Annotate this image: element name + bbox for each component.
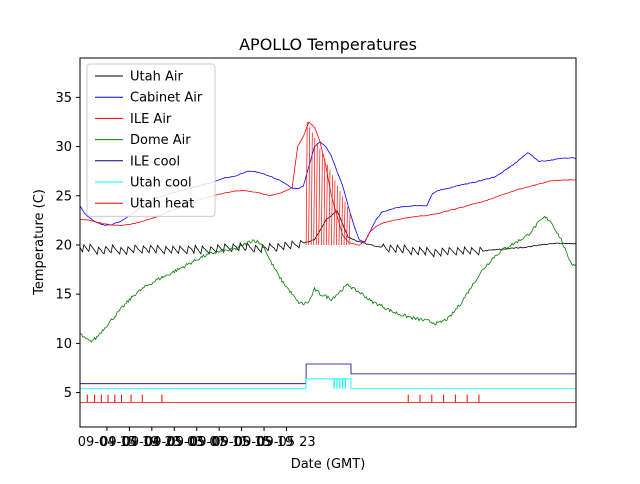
legend-box — [86, 63, 216, 217]
series-line-dome-air — [80, 215, 576, 344]
y-tick-label: 20 — [55, 238, 72, 253]
ile-air-oscillation — [305, 121, 351, 246]
series-line-utah-air — [80, 209, 576, 258]
x-tick-label: 09-05 03 — [145, 435, 203, 450]
y-tick-label: 15 — [55, 288, 72, 303]
legend-label-ile-air: ILE Air — [130, 112, 172, 127]
legend: Utah Air Cabinet Air ILE Air Dome Air ILE co… — [86, 63, 216, 217]
legend-label-dome-air: Dome Air — [130, 133, 191, 148]
y-tick-label: 30 — [55, 140, 72, 155]
y-axis-label: Temperature (C) — [32, 189, 47, 296]
y-tick-label: 5 — [64, 386, 72, 401]
legend-label-utah-air: Utah Air — [130, 70, 183, 85]
x-tick-label: 09-04 19 — [100, 435, 158, 450]
series-line-ile-cool — [80, 363, 576, 385]
x-tick-label: 09-05 15 — [212, 435, 270, 450]
axes-frame — [79, 57, 577, 428]
chart-title: APOLLO Temperatures — [239, 35, 417, 54]
x-tick-label: 09-05 23 — [257, 435, 315, 450]
x-tick-label: 09-04 23 — [123, 435, 181, 450]
legend-label-ile-cool: ILE cool — [130, 154, 180, 169]
series-line-utah-cool — [80, 378, 576, 389]
x-tick-label: 09-05 07 — [167, 435, 225, 450]
x-tick-label: 09-05 19 — [235, 435, 293, 450]
x-tick-label: 09-04 15 — [78, 435, 136, 450]
y-tick-label: 25 — [55, 189, 72, 204]
legend-label-cabinet-air: Cabinet Air — [130, 91, 203, 106]
y-tick-label: 35 — [55, 91, 72, 106]
x-axis-label: Date (GMT) — [291, 457, 366, 472]
y-tick-label: 10 — [55, 337, 72, 352]
legend-label-utah-heat: Utah heat — [130, 197, 194, 212]
legend-label-utah-cool: Utah cool — [130, 176, 192, 191]
x-tick-label: 09-05 11 — [190, 435, 248, 450]
